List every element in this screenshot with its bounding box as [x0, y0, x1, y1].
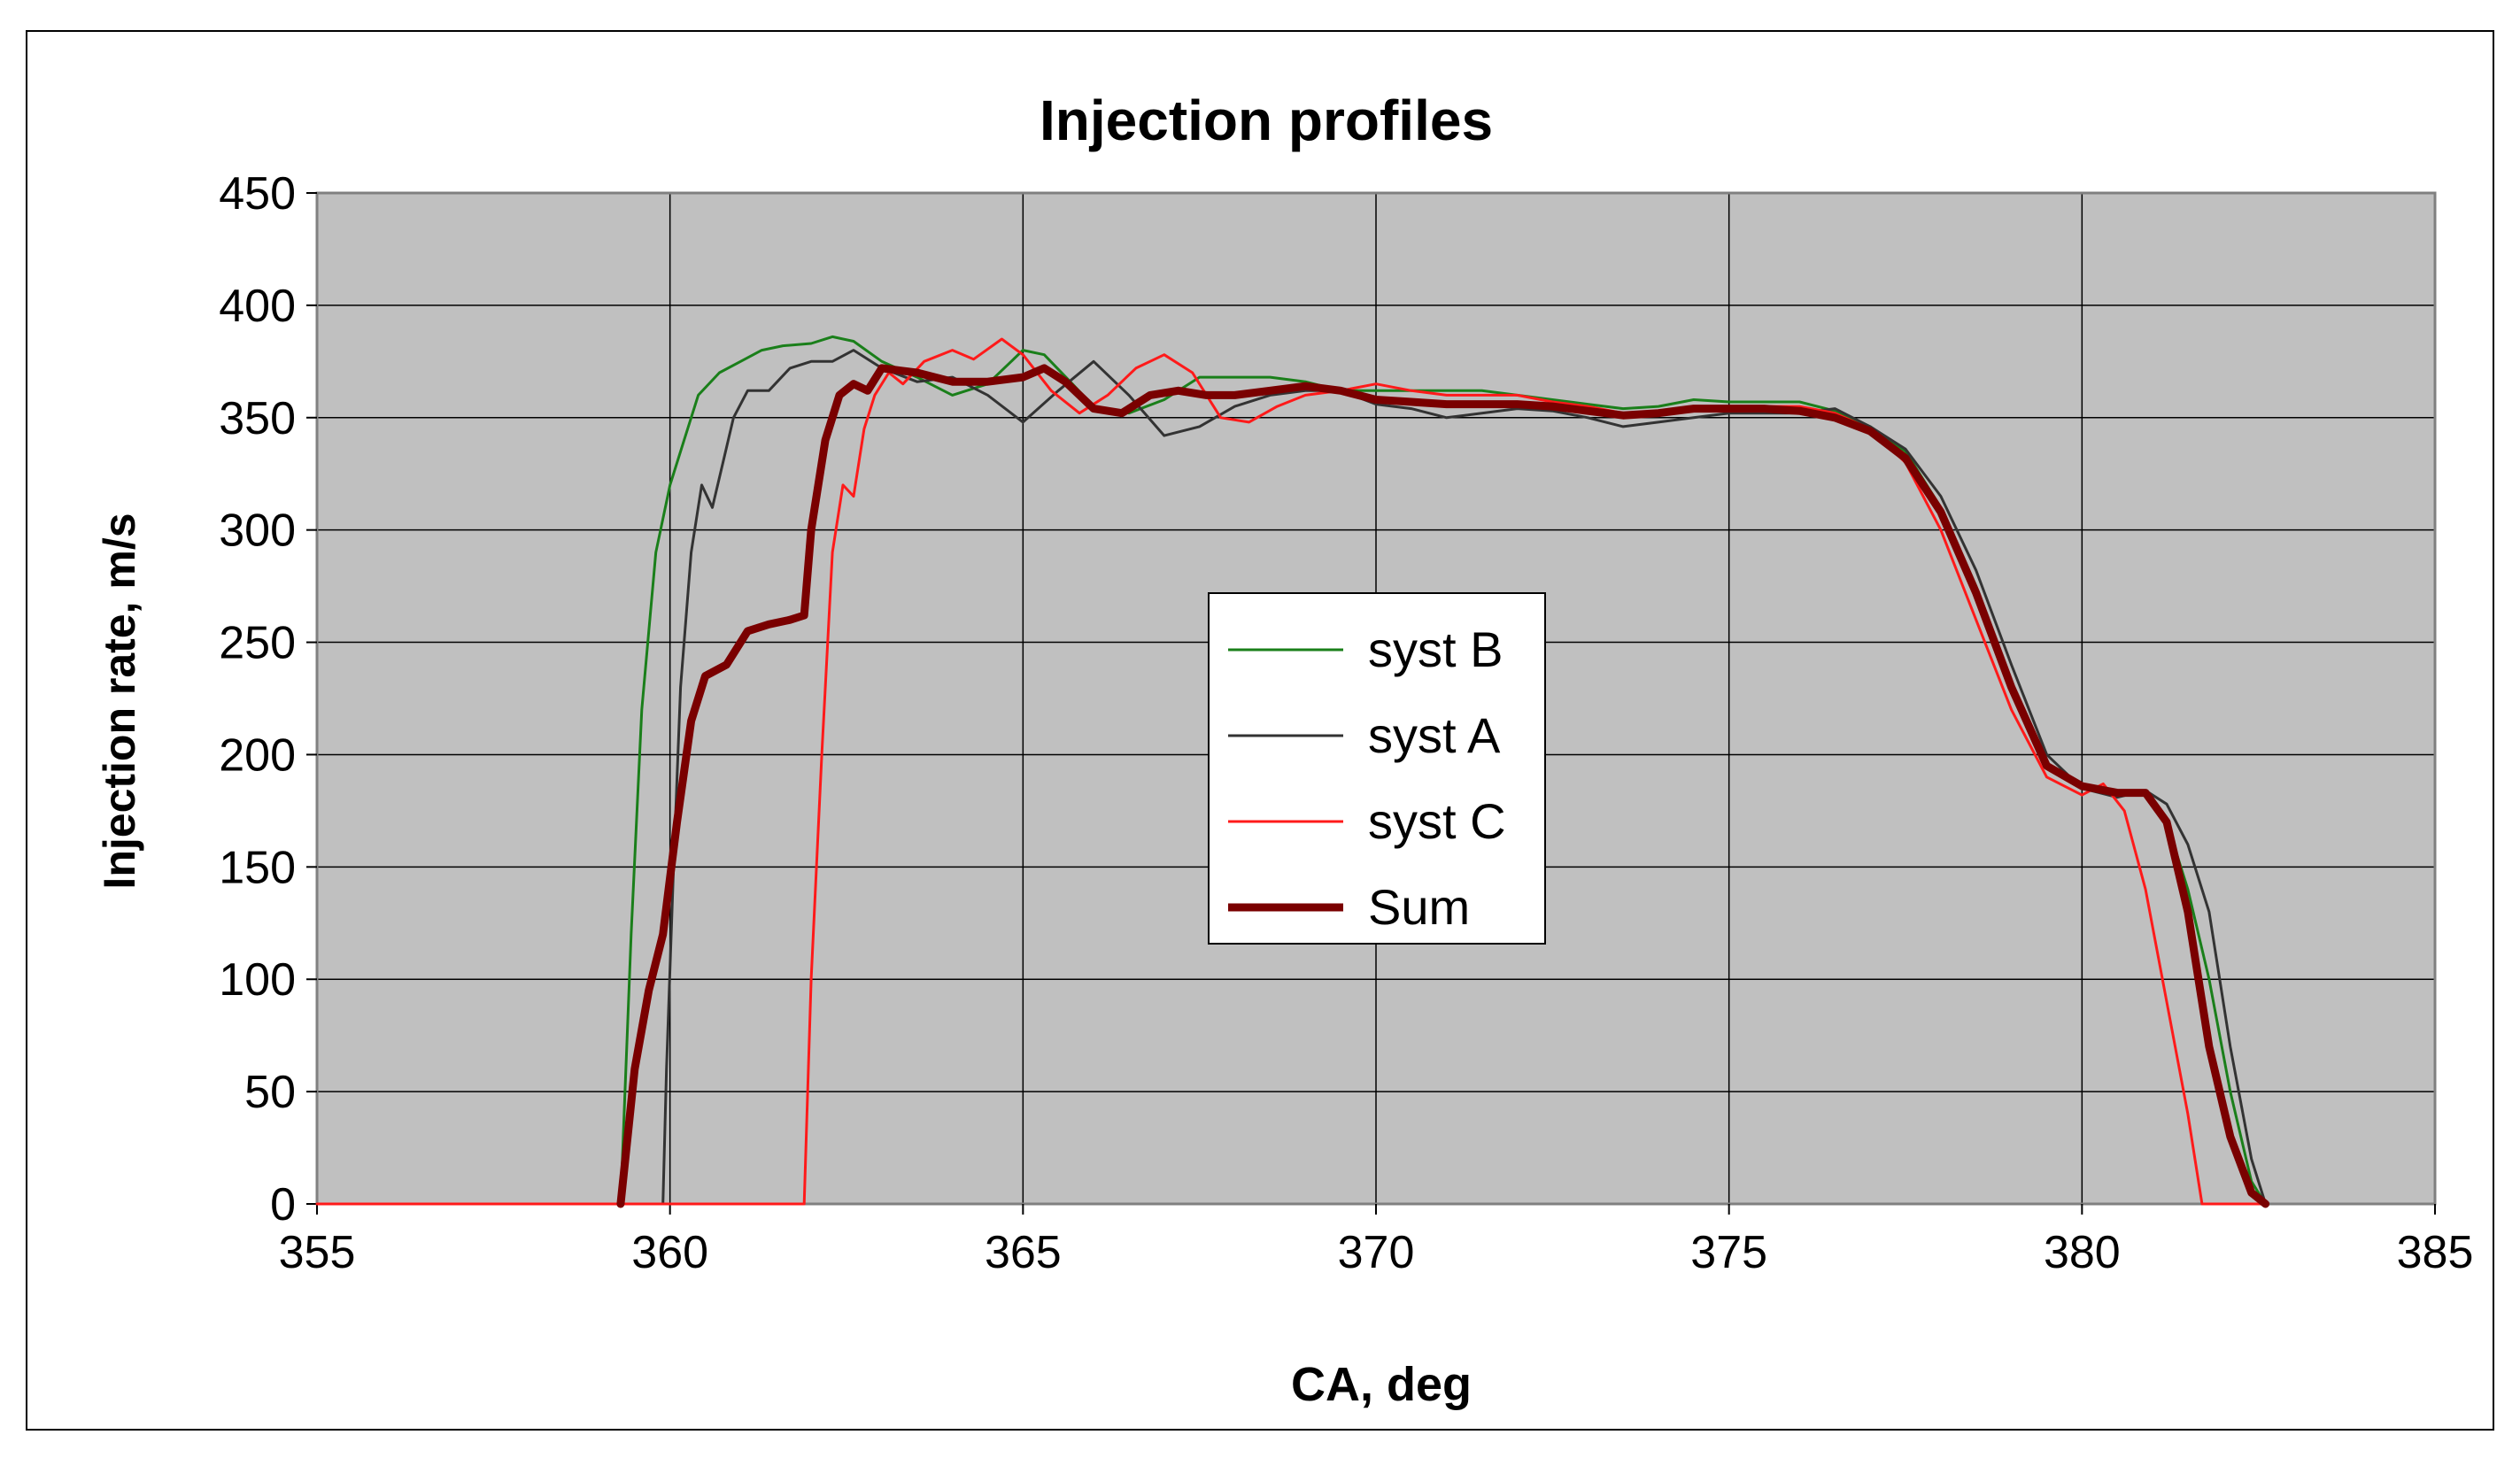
legend-label: syst A — [1368, 707, 1501, 763]
chart-title: Injection profiles — [1040, 89, 1493, 152]
series-line-sum — [616, 364, 2270, 1208]
y-tick-label: 200 — [219, 729, 296, 781]
y-tick-label: 150 — [219, 842, 296, 893]
legend-label: syst C — [1368, 793, 1506, 849]
x-axis-ticks: 355 360 365 370 375 380 385 — [279, 1204, 2474, 1278]
y-tick-label: 400 — [219, 281, 296, 332]
x-tick-label: 380 — [2044, 1227, 2121, 1278]
y-tick-label: 0 — [270, 1179, 296, 1230]
y-axis-ticks: 0 50 100 150 200 250 300 350 400 450 — [219, 168, 317, 1230]
series-line-syst-c — [315, 337, 2268, 1206]
series-lines — [315, 335, 2270, 1208]
y-tick-label: 350 — [219, 393, 296, 444]
x-tick-label: 360 — [631, 1227, 708, 1278]
y-tick-label: 100 — [219, 954, 296, 1006]
y-tick-label: 250 — [219, 618, 296, 669]
legend-box — [1208, 592, 1546, 945]
y-tick-label: 450 — [219, 168, 296, 220]
x-axis-label: CA, deg — [1291, 1358, 1472, 1411]
legend-label: syst B — [1368, 621, 1503, 677]
x-tick-label: 385 — [2397, 1227, 2474, 1278]
y-tick-label: 50 — [244, 1067, 296, 1118]
x-tick-label: 355 — [279, 1227, 356, 1278]
legend: syst B syst A syst C Sum — [1208, 592, 1546, 945]
y-tick-label: 300 — [219, 505, 296, 557]
x-tick-label: 375 — [1690, 1227, 1767, 1278]
x-tick-label: 370 — [1338, 1227, 1415, 1278]
x-tick-label: 365 — [985, 1227, 1062, 1278]
y-axis-label: Injection rate, m/s — [95, 513, 144, 889]
legend-label: Sum — [1368, 879, 1470, 935]
